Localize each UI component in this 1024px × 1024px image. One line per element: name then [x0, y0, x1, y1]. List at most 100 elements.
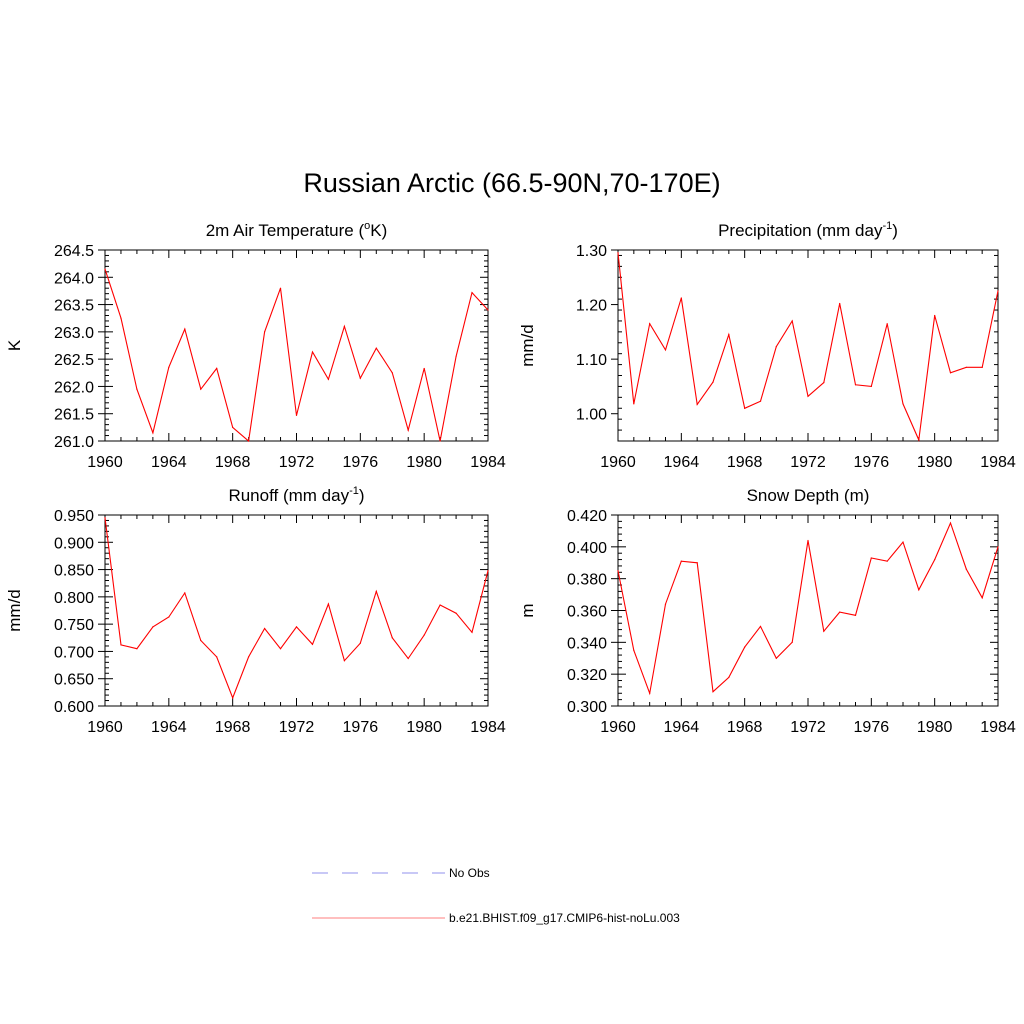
- data-point: [216, 367, 218, 370]
- data-point: [152, 626, 154, 628]
- data-point: [886, 323, 888, 325]
- panel-title-superscript: -1: [349, 485, 359, 497]
- data-point: [471, 291, 473, 294]
- data-point: [407, 429, 409, 431]
- data-point: [664, 603, 667, 605]
- data-point: [807, 539, 809, 542]
- figure-title: Russian Arctic (66.5-90N,70-170E): [303, 168, 721, 198]
- x-tick-label: 1960: [600, 719, 636, 736]
- data-point: [279, 287, 282, 289]
- x-tick-label: 1968: [727, 454, 763, 471]
- x-tick-label: 1984: [470, 454, 506, 471]
- panel-title-main: Snow Depth (m): [747, 486, 870, 505]
- data-point: [391, 637, 393, 639]
- x-tick-label: 1960: [600, 454, 636, 471]
- series-line: [617, 252, 999, 442]
- y-tick-label: 0.950: [54, 508, 94, 525]
- series-line: [617, 521, 999, 696]
- data-point: [423, 367, 425, 370]
- series-line: [104, 517, 489, 700]
- panel-title-superscript: o: [364, 220, 370, 232]
- data-point: [391, 372, 393, 374]
- data-point: [728, 333, 730, 336]
- panel-title-after: K): [370, 221, 387, 240]
- data-point: [649, 323, 651, 325]
- data-point: [232, 426, 234, 428]
- x-tick-label: 1968: [727, 719, 763, 736]
- data-point: [104, 517, 106, 519]
- y-tick-label: 0.380: [567, 572, 607, 589]
- x-tick-label: 1980: [406, 454, 442, 471]
- data-point: [870, 557, 872, 559]
- data-point: [633, 403, 635, 405]
- x-tick-label: 1984: [980, 454, 1016, 471]
- y-tick-label: 263.0: [54, 325, 94, 342]
- data-point: [263, 331, 266, 333]
- x-tick-label: 1972: [279, 454, 315, 471]
- data-point: [471, 631, 473, 633]
- x-tick-label: 1972: [790, 719, 826, 736]
- data-point: [168, 616, 170, 618]
- data-point: [343, 325, 345, 327]
- data-point: [359, 642, 361, 644]
- data-point: [886, 560, 888, 562]
- data-point: [981, 597, 983, 599]
- y-tick-label: 1.10: [576, 352, 607, 369]
- data-point: [279, 648, 282, 650]
- data-point: [744, 407, 746, 409]
- x-tick-label: 1968: [215, 719, 251, 736]
- data-point: [854, 614, 857, 616]
- data-point: [407, 657, 409, 660]
- x-tick-label: 1984: [980, 719, 1016, 736]
- data-point: [965, 366, 967, 368]
- y-axis-label: K: [5, 339, 24, 351]
- data-point: [744, 646, 746, 648]
- data-point: [902, 541, 904, 543]
- data-point: [633, 649, 635, 651]
- data-point: [200, 388, 202, 390]
- data-point: [934, 558, 936, 561]
- data-point: [839, 302, 841, 305]
- legend-label: No Obs: [449, 866, 490, 880]
- y-tick-label: 0.600: [54, 699, 94, 716]
- legend: No Obs b.e21.BHIST.f09_g17.CMIP6-hist-noL…: [312, 866, 680, 925]
- panel-air-temperature: 1960 1964 1968 1972 1976 1980 1984 261.0 261.5 26…: [5, 220, 506, 471]
- x-tick-label: 1968: [215, 454, 251, 471]
- data-point: [311, 643, 314, 645]
- data-point: [617, 252, 619, 254]
- y-tick-label: 1.20: [576, 298, 607, 315]
- panel-snow-depth: 1960 1964 1968 1972 1976 1980 1984 0.300 0.320 0.…: [518, 486, 1016, 736]
- data-point: [775, 657, 777, 659]
- y-tick-label: 0.300: [567, 699, 607, 716]
- data-point: [712, 381, 714, 383]
- x-tick-label: 1972: [279, 719, 315, 736]
- data-point: [104, 268, 106, 270]
- x-tick-label: 1960: [87, 454, 123, 471]
- x-tick-label: 1960: [87, 719, 123, 736]
- y-tick-label: 0.360: [567, 604, 607, 621]
- panel-title: Precipitation (mm day-1): [718, 220, 898, 240]
- data-point: [295, 414, 298, 416]
- data-point: [934, 314, 936, 317]
- data-point: [918, 439, 920, 441]
- data-point: [870, 385, 872, 388]
- data-point: [311, 351, 314, 353]
- data-point: [168, 366, 170, 368]
- x-tick-label: 1964: [151, 719, 187, 736]
- panel-title-after: ): [892, 221, 898, 240]
- y-tick-label: 261.5: [54, 407, 94, 424]
- data-point: [232, 697, 234, 699]
- y-tick-label: 0.800: [54, 590, 94, 607]
- x-tick-label: 1980: [917, 454, 953, 471]
- data-point: [965, 568, 967, 570]
- y-tick-label: 1.30: [576, 243, 607, 260]
- y-tick-label: 0.420: [567, 508, 607, 525]
- legend-label: b.e21.BHIST.f09_g17.CMIP6-hist-noLu.003: [449, 911, 680, 925]
- y-tick-label: 263.5: [54, 298, 94, 315]
- data-point: [439, 440, 441, 442]
- data-point: [359, 377, 361, 379]
- data-point: [823, 382, 825, 384]
- x-tick-label: 1964: [151, 454, 187, 471]
- panel-title: 2m Air Temperature (oK): [206, 220, 388, 240]
